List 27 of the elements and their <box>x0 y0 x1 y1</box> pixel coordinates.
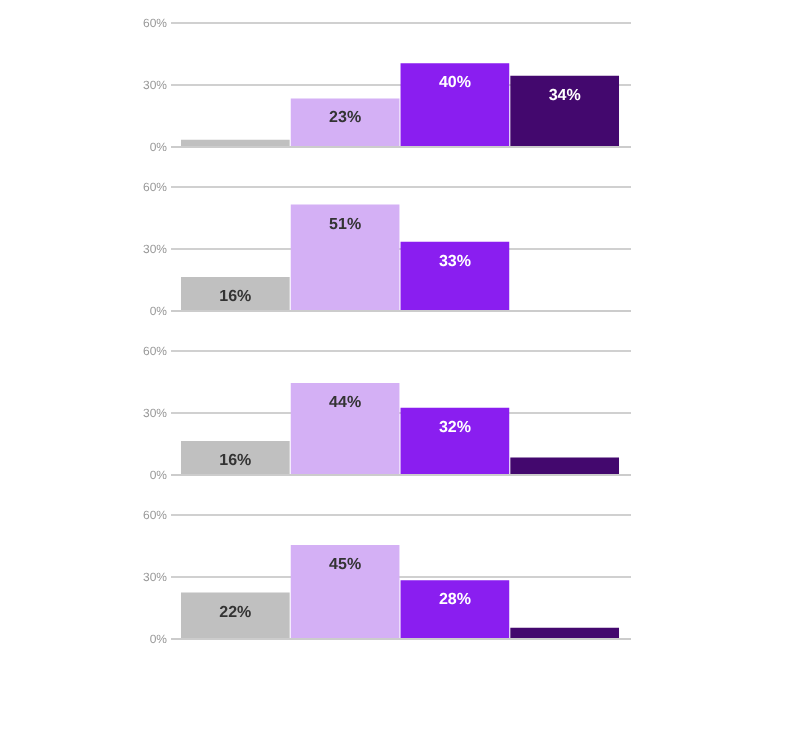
bar <box>400 407 510 474</box>
bar <box>290 98 400 146</box>
bar <box>180 276 290 310</box>
bar <box>290 383 400 474</box>
bar <box>510 457 620 474</box>
bar <box>510 627 620 638</box>
bar <box>290 204 400 310</box>
data-label: 16% <box>219 286 252 305</box>
bar <box>400 580 510 638</box>
data-label: 23% <box>329 108 362 127</box>
data-label: 34% <box>548 85 581 104</box>
data-label: 16% <box>219 450 252 469</box>
bar <box>180 440 290 474</box>
bar <box>510 75 620 146</box>
data-label: 44% <box>329 393 362 412</box>
bar <box>400 241 510 310</box>
data-label: 32% <box>438 417 471 436</box>
data-label: 45% <box>329 555 362 573</box>
data-label: 28% <box>438 590 471 609</box>
data-label: 33% <box>438 251 471 270</box>
bar <box>180 592 290 638</box>
bar <box>180 139 290 146</box>
data-label: 40% <box>438 73 471 92</box>
data-label: 22% <box>219 602 252 621</box>
bar <box>290 545 400 638</box>
data-label: 51% <box>329 214 362 233</box>
bar <box>400 63 510 146</box>
